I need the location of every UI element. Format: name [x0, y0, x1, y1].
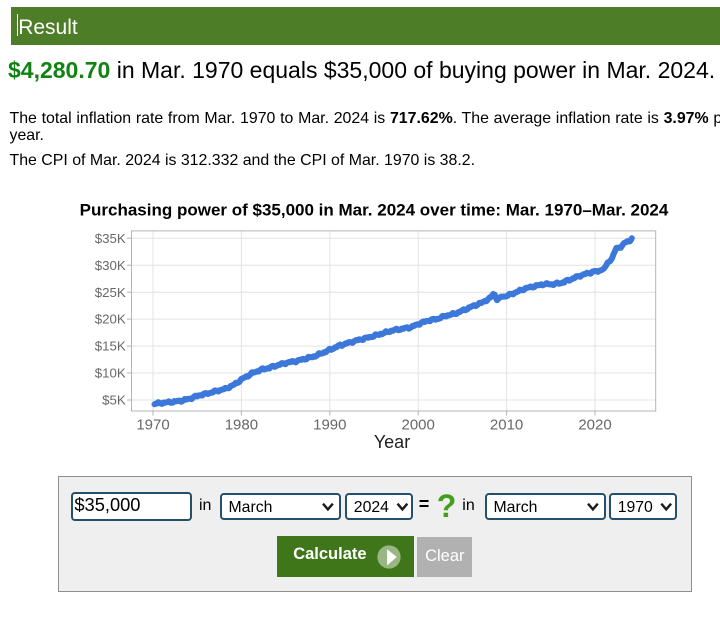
svg-text:$5K: $5K — [102, 393, 126, 408]
svg-text:1970: 1970 — [136, 416, 169, 433]
svg-text:$15K: $15K — [95, 339, 126, 354]
svg-text:$20K: $20K — [95, 312, 126, 327]
svg-text:2010: 2010 — [490, 416, 523, 433]
svg-text:2020: 2020 — [578, 416, 611, 433]
svg-text:Year: Year — [374, 432, 410, 452]
svg-text:2000: 2000 — [402, 416, 435, 433]
svg-text:$25K: $25K — [95, 285, 126, 300]
svg-text:$35K: $35K — [95, 231, 126, 246]
svg-text:$30K: $30K — [95, 258, 126, 273]
svg-text:Purchasing power of $35,000 in: Purchasing power of $35,000 in Mar. 2024… — [80, 201, 669, 220]
svg-text:1990: 1990 — [313, 416, 346, 433]
svg-text:$10K: $10K — [95, 366, 126, 381]
svg-text:1980: 1980 — [225, 416, 258, 433]
